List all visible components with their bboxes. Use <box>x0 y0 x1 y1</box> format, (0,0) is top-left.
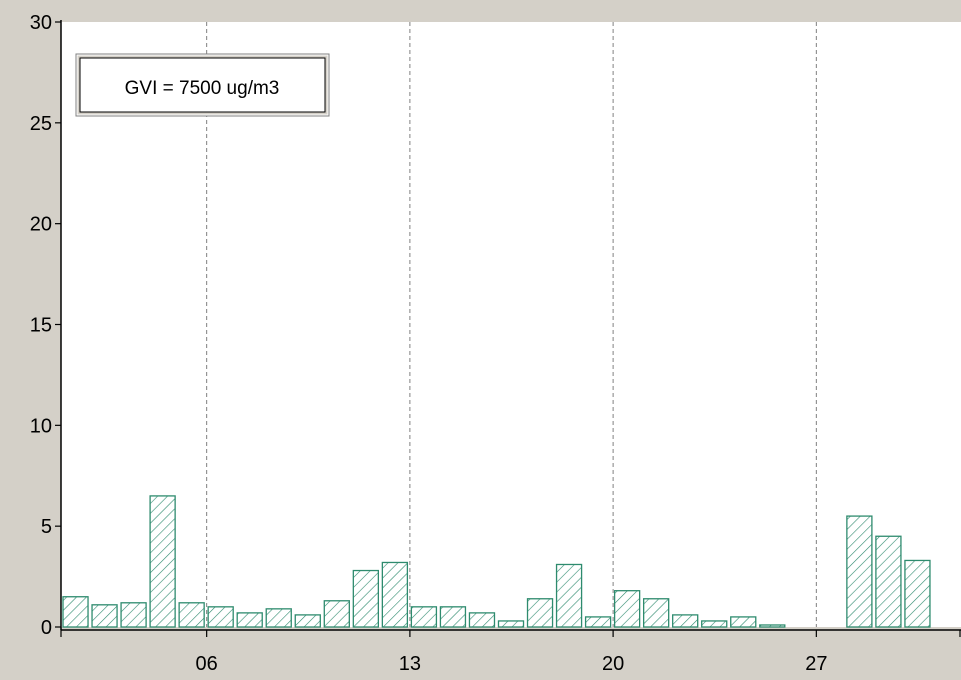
bar-day-12 <box>381 561 409 628</box>
bar-day-22 <box>672 614 699 628</box>
bar-day-23 <box>701 620 728 628</box>
bar-day-15 <box>468 612 496 628</box>
bar-day-30 <box>904 559 931 628</box>
bar-day-25 <box>759 624 786 628</box>
bar-day-9 <box>294 614 321 628</box>
bar-day-11 <box>352 569 380 628</box>
bar-day-8 <box>265 608 292 628</box>
bar-day-10 <box>323 600 350 628</box>
y-tick-label-30: 30 <box>30 12 52 34</box>
legend-frame-highlight <box>76 54 329 116</box>
bar-day-2 <box>91 604 118 628</box>
bar-day-18 <box>555 563 583 628</box>
y-tick-label-0: 0 <box>41 617 52 639</box>
bar-day-19 <box>584 616 612 628</box>
x-tick-label-27: 27 <box>805 653 827 675</box>
x-tick-label-13: 13 <box>399 653 421 675</box>
y-tick-label-25: 25 <box>30 113 52 135</box>
legend-label: GVI = 7500 ug/m3 <box>125 78 280 99</box>
bar-day-24 <box>730 616 757 628</box>
legend-box: GVI = 7500 ug/m3 <box>75 53 330 117</box>
x-tick-label-20: 20 <box>602 653 624 675</box>
bar-day-16 <box>497 620 525 628</box>
x-tick-label-06: 06 <box>196 653 218 675</box>
bar-day-7 <box>236 612 263 628</box>
bar-day-6 <box>207 606 234 628</box>
bar-day-14 <box>439 606 467 628</box>
bars <box>62 495 931 628</box>
y-tick-label-5: 5 <box>41 516 52 538</box>
bar-day-5 <box>178 602 205 628</box>
bar-day-3 <box>120 602 147 628</box>
bar-day-29 <box>875 535 902 628</box>
bar-day-1 <box>62 596 89 628</box>
y-tick-label-15: 15 <box>30 315 52 337</box>
grid-lines <box>206 22 817 627</box>
plot-area <box>61 22 961 627</box>
bar-day-13 <box>410 606 438 628</box>
bar-day-4 <box>149 495 176 628</box>
legend-inner <box>79 57 326 113</box>
bar-day-17 <box>526 598 554 628</box>
bar-day-21 <box>642 598 670 628</box>
y-tick-label-20: 20 <box>30 214 52 236</box>
y-tick-label-10: 10 <box>30 415 52 437</box>
bar-day-20 <box>613 590 641 628</box>
axes: 0 5 10 15 20 25 30 06 13 20 27 <box>30 12 961 675</box>
bar-day-28 <box>846 515 873 628</box>
